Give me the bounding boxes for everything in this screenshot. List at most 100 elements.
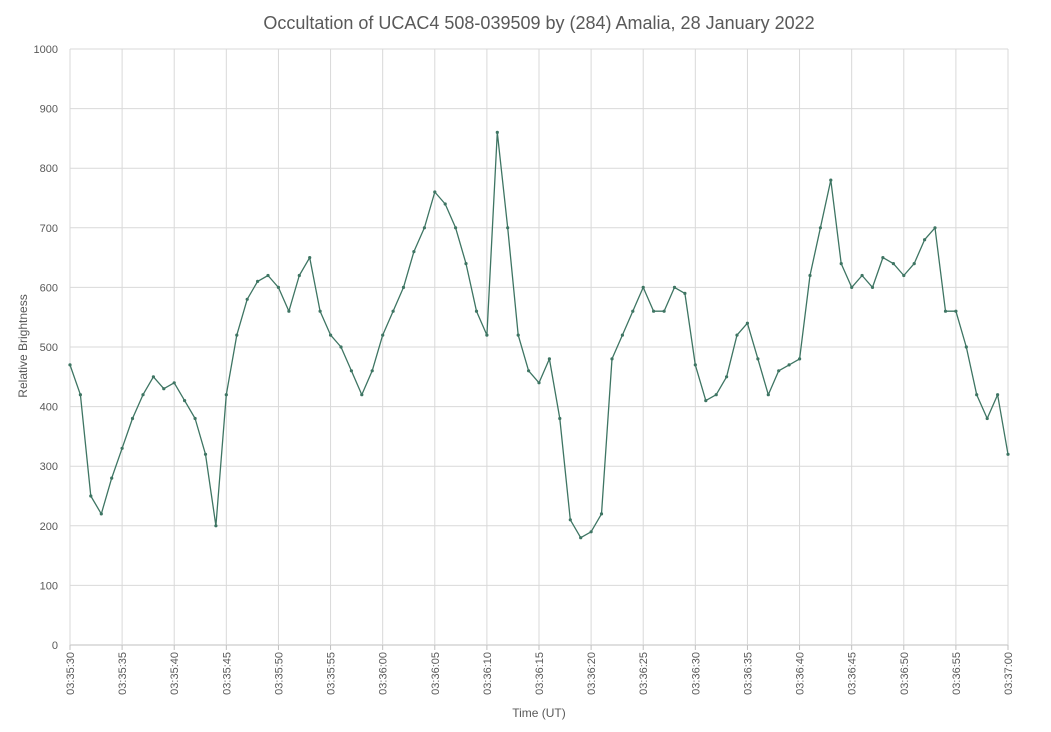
data-point — [954, 309, 958, 313]
data-point — [349, 369, 353, 373]
data-point — [568, 518, 572, 522]
y-axis-title: Relative Brightness — [16, 294, 30, 397]
data-point — [339, 345, 343, 349]
data-point — [193, 416, 197, 421]
x-tick-label: 03:35:35 — [117, 652, 129, 695]
data-point — [224, 393, 228, 397]
data-point — [652, 309, 656, 313]
x-tick-label: 03:35:50 — [273, 652, 285, 695]
x-tick-label: 03:36:25 — [638, 652, 650, 695]
x-axis-title: Time (UT) — [512, 706, 566, 720]
y-tick-label: 600 — [40, 282, 58, 294]
data-point — [860, 273, 864, 278]
data-point — [318, 309, 322, 313]
data-point — [631, 309, 635, 313]
data-point — [401, 285, 406, 289]
data-point — [756, 357, 760, 361]
data-point — [599, 512, 604, 516]
data-point — [714, 393, 718, 397]
data-point — [391, 309, 395, 313]
y-tick-label: 300 — [40, 461, 58, 473]
data-point — [120, 446, 124, 450]
chart-title: Occultation of UCAC4 508-039509 by (284)… — [263, 13, 814, 33]
data-point — [902, 273, 906, 278]
x-tick-label: 03:36:10 — [482, 652, 494, 695]
data-point — [78, 393, 82, 397]
data-point — [214, 524, 218, 528]
data-point — [485, 333, 489, 337]
data-point — [558, 416, 562, 421]
y-tick-label: 900 — [40, 104, 58, 116]
x-tick-label: 03:36:20 — [586, 652, 598, 695]
data-point — [943, 309, 948, 313]
data-point — [130, 416, 135, 421]
data-point — [360, 393, 364, 397]
x-tick-label: 03:35:40 — [169, 652, 181, 695]
x-gridlines — [69, 49, 1009, 650]
data-point — [964, 345, 968, 349]
data-point — [912, 262, 916, 266]
data-point — [287, 309, 291, 313]
data-point — [506, 226, 510, 230]
data-point — [933, 226, 937, 230]
data-point — [110, 476, 114, 480]
data-point — [610, 357, 614, 361]
data-point — [766, 393, 770, 397]
y-tick-label: 0 — [52, 640, 58, 652]
data-point — [68, 363, 72, 367]
data-point — [151, 375, 155, 379]
x-tick-label: 03:35:30 — [65, 652, 77, 695]
data-point — [516, 333, 520, 337]
data-point — [276, 285, 280, 289]
y-tick-label: 700 — [40, 223, 58, 235]
y-tick-label: 400 — [40, 402, 58, 414]
data-point — [381, 333, 385, 337]
data-point — [99, 512, 103, 516]
data-point — [839, 262, 843, 266]
data-point — [818, 226, 823, 230]
data-point — [527, 369, 531, 373]
y-tick-label: 200 — [40, 521, 58, 533]
x-tick-label: 03:36:55 — [951, 652, 963, 695]
data-point — [870, 285, 875, 289]
data-point — [433, 190, 437, 194]
x-tick-label: 03:36:05 — [430, 652, 442, 695]
data-point — [725, 375, 729, 379]
data-point — [183, 399, 187, 403]
data-point — [89, 494, 93, 498]
data-point — [923, 238, 927, 242]
x-tick-label: 03:36:40 — [795, 652, 807, 695]
x-tick-label: 03:36:50 — [899, 652, 911, 695]
x-tick-label: 03:35:55 — [326, 652, 338, 695]
data-point — [464, 262, 468, 266]
x-tick-label: 03:37:00 — [1003, 652, 1015, 695]
data-point — [693, 363, 697, 367]
data-point — [735, 333, 739, 337]
y-tick-labels: 0 100 200 300 400 500 600 700 800 900 1000 — [34, 44, 58, 652]
data-point — [162, 387, 166, 391]
data-point — [891, 262, 896, 266]
data-point — [996, 393, 1000, 397]
data-point — [443, 202, 447, 206]
data-point — [672, 285, 677, 289]
data-point — [141, 393, 145, 397]
data-point — [745, 321, 750, 325]
data-point — [235, 333, 239, 337]
data-point — [245, 297, 249, 301]
data-point — [172, 381, 176, 385]
data-point — [266, 273, 270, 278]
data-point — [297, 273, 301, 278]
series-group — [68, 130, 1010, 540]
data-point — [579, 536, 583, 540]
data-point — [454, 226, 458, 230]
data-point — [881, 256, 885, 260]
data-point — [589, 530, 593, 534]
y-tick-label: 100 — [40, 580, 58, 592]
data-point — [777, 369, 781, 373]
y-tick-label: 500 — [40, 342, 58, 354]
y-tick-label: 800 — [40, 163, 58, 175]
data-point — [537, 381, 541, 385]
x-tick-label: 03:36:15 — [534, 652, 546, 695]
